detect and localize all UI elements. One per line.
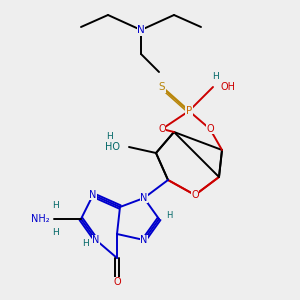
Text: P: P — [186, 106, 192, 116]
Text: H: H — [106, 132, 113, 141]
Text: N: N — [140, 235, 148, 245]
Text: O: O — [191, 190, 199, 200]
Text: S: S — [159, 82, 165, 92]
Text: HO: HO — [105, 142, 120, 152]
Text: H: H — [82, 238, 89, 247]
Text: N: N — [137, 25, 145, 35]
Text: H: H — [52, 201, 59, 210]
Text: N: N — [92, 235, 100, 245]
Text: H: H — [52, 228, 59, 237]
Text: O: O — [158, 124, 166, 134]
Text: OH: OH — [220, 82, 236, 92]
Text: N: N — [140, 193, 148, 203]
Text: H: H — [213, 72, 219, 81]
Text: O: O — [113, 277, 121, 287]
Text: NH₂: NH₂ — [31, 214, 50, 224]
Text: O: O — [206, 124, 214, 134]
Text: N: N — [89, 190, 97, 200]
Text: H: H — [166, 212, 173, 220]
